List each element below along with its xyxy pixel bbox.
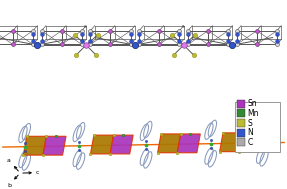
- Polygon shape: [220, 133, 243, 152]
- Polygon shape: [158, 134, 181, 153]
- FancyBboxPatch shape: [235, 102, 280, 153]
- Polygon shape: [110, 135, 133, 154]
- Polygon shape: [177, 134, 200, 153]
- Polygon shape: [90, 135, 114, 154]
- Text: Sn: Sn: [248, 99, 257, 108]
- Text: C: C: [248, 138, 253, 146]
- Text: Sn: Sn: [182, 25, 186, 29]
- Text: N: N: [248, 128, 253, 137]
- Polygon shape: [43, 136, 66, 155]
- Polygon shape: [23, 136, 46, 155]
- Text: S: S: [248, 119, 253, 128]
- Text: a: a: [7, 158, 11, 163]
- Polygon shape: [239, 133, 262, 152]
- Text: c: c: [36, 170, 39, 175]
- Text: Mn: Mn: [248, 109, 259, 118]
- Text: b: b: [7, 183, 11, 188]
- Text: Sn: Sn: [84, 25, 88, 29]
